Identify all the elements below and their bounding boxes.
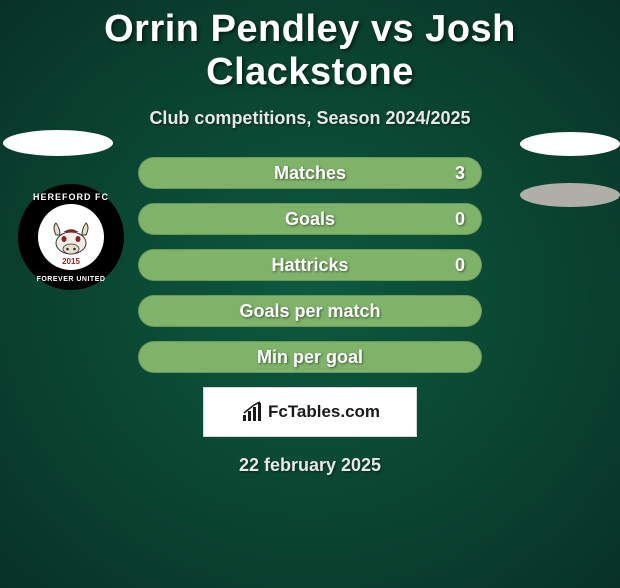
brand-text: FcTables.com [268, 402, 380, 422]
placeholder-ellipse-left [3, 130, 113, 156]
bull-icon [46, 217, 96, 257]
club-badge: HEREFORD FC 2015 FOREVER UNITED [18, 184, 124, 290]
subtitle: Club competitions, Season 2024/2025 [0, 108, 620, 129]
placeholder-ellipse-right-1 [520, 132, 620, 156]
stats-list: Matches 3 Goals 0 Hattricks 0 Goals per … [138, 157, 482, 373]
stat-label: Hattricks [271, 255, 348, 276]
stat-row-goals: Goals 0 [138, 203, 482, 235]
stat-label: Goals [285, 209, 335, 230]
badge-bottom-text: FOREVER UNITED [18, 276, 124, 283]
badge-top-text: HEREFORD FC [18, 192, 124, 202]
page-title: Orrin Pendley vs Josh Clackstone [0, 8, 620, 94]
chart-icon [240, 400, 264, 424]
stat-value: 0 [455, 255, 465, 276]
date-text: 22 february 2025 [0, 455, 620, 476]
stat-label: Min per goal [257, 347, 363, 368]
badge-year: 2015 [38, 257, 104, 266]
stat-value: 3 [455, 163, 465, 184]
stat-label: Goals per match [239, 301, 380, 322]
stat-row-goals-per-match: Goals per match [138, 295, 482, 327]
placeholder-ellipse-right-2 [520, 183, 620, 207]
brand-box[interactable]: FcTables.com [203, 387, 417, 437]
stat-row-matches: Matches 3 [138, 157, 482, 189]
stat-label: Matches [274, 163, 346, 184]
stat-row-min-per-goal: Min per goal [138, 341, 482, 373]
stat-value: 0 [455, 209, 465, 230]
stat-row-hattricks: Hattricks 0 [138, 249, 482, 281]
